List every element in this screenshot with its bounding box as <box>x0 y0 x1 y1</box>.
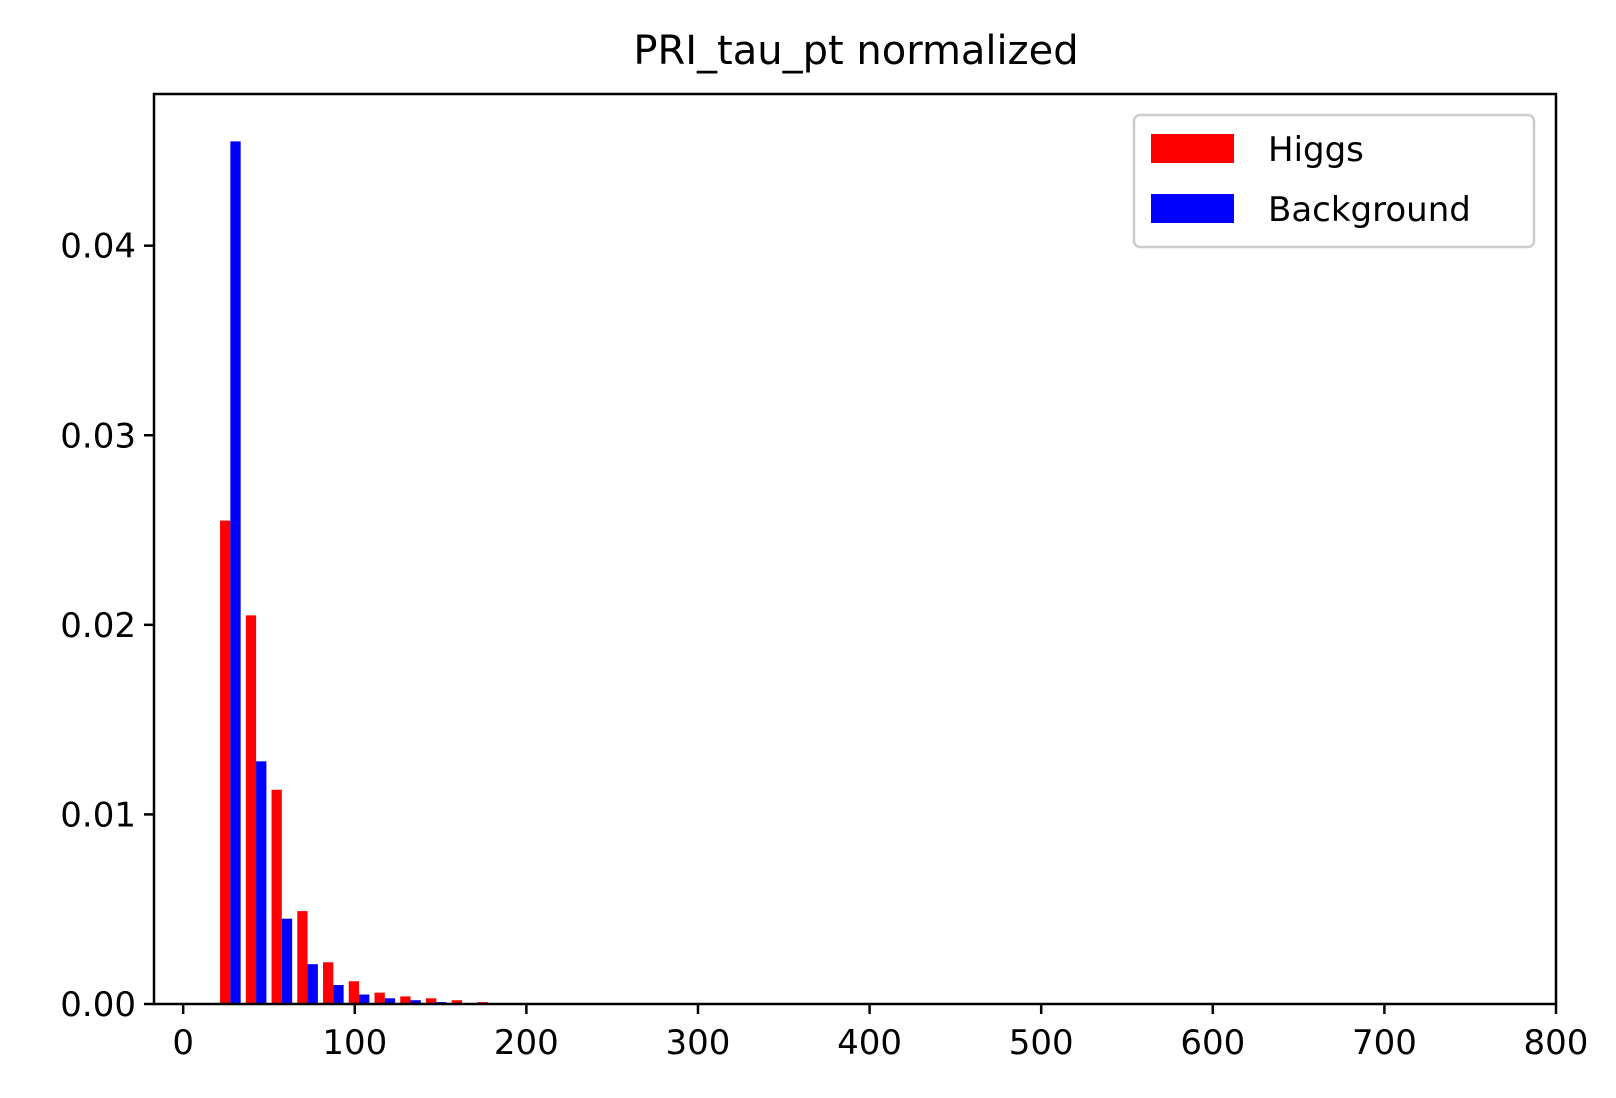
x-tick-label: 400 <box>837 1023 902 1063</box>
y-tick-label: 0.04 <box>60 227 136 267</box>
bar-higgs-2 <box>271 789 282 1004</box>
legend-label-background: Background <box>1268 190 1471 230</box>
y-axis: 0.00 0.01 0.02 0.03 0.04 <box>60 227 154 1025</box>
legend: Higgs Background <box>1132 113 1536 249</box>
legend-swatch-higgs <box>1151 134 1234 163</box>
x-tick-label: 500 <box>1009 1023 1074 1063</box>
bar-background-1 <box>256 761 267 1004</box>
y-tick-label: 0.00 <box>60 985 136 1025</box>
bars-layer <box>220 141 524 1005</box>
bar-background-7 <box>410 1000 421 1004</box>
bar-higgs-8 <box>425 998 437 1004</box>
bar-background-3 <box>307 964 318 1004</box>
x-tick-label: 0 <box>172 1023 194 1063</box>
bar-background-2 <box>281 918 293 1004</box>
bar-higgs-1 <box>245 615 257 1004</box>
bar-higgs-0 <box>220 520 231 1004</box>
y-tick-label: 0.02 <box>60 606 136 646</box>
bar-higgs-4 <box>323 962 334 1004</box>
bar-higgs-5 <box>348 981 360 1004</box>
bar-background-4 <box>333 985 344 1004</box>
x-tick-label: 300 <box>666 1023 731 1063</box>
bar-background-0 <box>230 141 241 1005</box>
bar-background-5 <box>359 994 370 1004</box>
x-tick-label: 700 <box>1352 1023 1417 1063</box>
legend-swatch-background <box>1151 194 1234 223</box>
bar-background-6 <box>384 998 396 1004</box>
chart-title: PRI_tau_pt normalized <box>633 28 1078 74</box>
x-tick-label: 200 <box>494 1023 559 1063</box>
x-tick-label: 600 <box>1180 1023 1245 1063</box>
bar-higgs-6 <box>374 992 385 1004</box>
bar-higgs-3 <box>297 911 308 1004</box>
x-axis: 0 100 200 300 400 500 600 700 800 <box>172 1004 1588 1063</box>
bar-higgs-7 <box>400 996 411 1004</box>
legend-label-higgs: Higgs <box>1268 130 1364 170</box>
bar-higgs-9 <box>451 1000 463 1004</box>
plot-frame <box>152 92 1558 1006</box>
x-tick-label: 100 <box>322 1023 387 1063</box>
x-tick-label: 800 <box>1524 1023 1589 1063</box>
y-tick-label: 0.01 <box>60 795 136 835</box>
y-tick-label: 0.03 <box>60 416 136 456</box>
